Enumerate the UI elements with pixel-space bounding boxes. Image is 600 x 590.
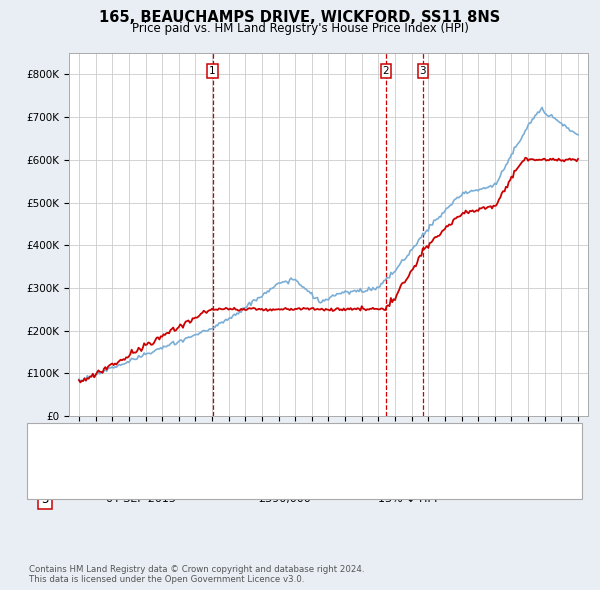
Text: 3: 3 bbox=[41, 493, 49, 506]
Text: £250,000: £250,000 bbox=[258, 469, 311, 478]
Text: 30% ↓ HPI: 30% ↓ HPI bbox=[378, 469, 437, 478]
Text: 3: 3 bbox=[419, 66, 426, 76]
Text: 1: 1 bbox=[41, 442, 49, 455]
Text: HPI: Average price, detached house, Basildon: HPI: Average price, detached house, Basi… bbox=[69, 457, 318, 467]
Text: 13-JUN-2013: 13-JUN-2013 bbox=[105, 469, 176, 478]
Text: Contains HM Land Registry data © Crown copyright and database right 2024.
This d: Contains HM Land Registry data © Crown c… bbox=[29, 565, 364, 584]
Text: 165, BEAUCHAMPS DRIVE, WICKFORD, SS11 8NS: 165, BEAUCHAMPS DRIVE, WICKFORD, SS11 8N… bbox=[100, 10, 500, 25]
Text: £390,000: £390,000 bbox=[258, 494, 311, 504]
Text: 13% ↓ HPI: 13% ↓ HPI bbox=[378, 494, 437, 504]
Text: 165, BEAUCHAMPS DRIVE, WICKFORD, SS11 8NS (detached house): 165, BEAUCHAMPS DRIVE, WICKFORD, SS11 8N… bbox=[69, 435, 437, 444]
Text: 2: 2 bbox=[383, 66, 389, 76]
Text: 10-JAN-2003: 10-JAN-2003 bbox=[105, 444, 175, 453]
Text: —: — bbox=[45, 432, 59, 447]
Text: 04-SEP-2015: 04-SEP-2015 bbox=[105, 494, 176, 504]
Text: Price paid vs. HM Land Registry's House Price Index (HPI): Price paid vs. HM Land Registry's House … bbox=[131, 22, 469, 35]
Text: 1: 1 bbox=[209, 66, 216, 76]
Text: £250,000: £250,000 bbox=[258, 444, 311, 453]
Text: 5% ↓ HPI: 5% ↓ HPI bbox=[378, 444, 430, 453]
Text: —: — bbox=[45, 455, 59, 469]
Text: 2: 2 bbox=[41, 467, 49, 480]
